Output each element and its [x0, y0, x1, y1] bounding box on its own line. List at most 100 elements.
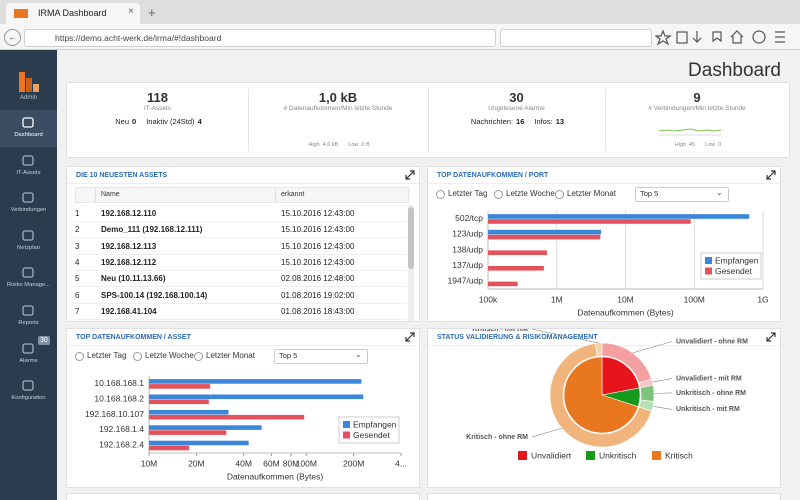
nav-item[interactable]: Risiko Manage...: [0, 260, 57, 297]
radio-button[interactable]: [133, 352, 142, 361]
expand-button[interactable]: [405, 170, 415, 180]
stat-value: 9: [693, 90, 701, 105]
nav-item[interactable]: Konfiguration: [0, 373, 57, 410]
bar: [488, 229, 601, 235]
category-label: 10.168.168.2: [94, 393, 144, 403]
category-label: 502/tcp: [455, 213, 483, 223]
stat-details: Nachrichten: 16 Infos: 13: [428, 117, 605, 126]
slice-label: Unvalidiert - ohne RM: [676, 338, 748, 345]
radio-button[interactable]: [555, 190, 564, 199]
detail-value: 0 B: [361, 142, 370, 148]
nav-label: Alarme: [19, 357, 38, 364]
logo: [19, 72, 25, 92]
back-button[interactable]: ←: [4, 29, 21, 46]
category-label: 138/udp: [452, 244, 483, 254]
slice-label: Kritisch - ohne RM: [466, 434, 528, 441]
tab-close[interactable]: ×: [128, 6, 134, 17]
legend-swatch: [586, 451, 595, 460]
radio-button[interactable]: [75, 352, 84, 361]
user-name[interactable]: Admin: [19, 95, 37, 101]
nav-item[interactable]: Verbindungen: [0, 185, 57, 222]
detail-value: 0: [718, 142, 722, 148]
expand-icon: [766, 332, 776, 342]
asset-name: Neu (10.11.13.66): [101, 274, 166, 284]
expand-button[interactable]: [766, 332, 776, 342]
nav-item[interactable]: IT-Assets: [0, 148, 57, 185]
stat-label: Ungelesene Alarme: [488, 105, 545, 112]
scrollbar-thumb[interactable]: [408, 207, 414, 269]
detail-value: 16: [516, 117, 525, 126]
new-tab[interactable]: +: [148, 5, 156, 20]
pie-slice: [601, 356, 640, 396]
expand-button[interactable]: [766, 170, 776, 180]
detail-value: 0: [132, 117, 137, 126]
detail-label: Low: [705, 142, 716, 148]
dropdown[interactable]: [274, 349, 368, 364]
leader-line: [652, 406, 673, 410]
detail-label: Nachrichten:: [470, 117, 514, 126]
category-label: 10.168.168.1: [94, 378, 144, 388]
row-divider: [75, 302, 407, 304]
divider: [428, 89, 429, 151]
panel: STATUS VALIDIERUNG & RISIKOMANAGEMENT Unv…: [427, 328, 781, 488]
search-field[interactable]: [500, 29, 652, 47]
asset-date: 15.10.2016 12:43:00: [281, 241, 355, 251]
x-tick-label: 4...: [395, 458, 407, 468]
radio-button[interactable]: [494, 190, 503, 199]
category-label: 192.168.1.4: [99, 424, 144, 434]
row-divider: [75, 253, 407, 255]
stats-panel: 118 IT-Assets Neu 0 Inaktiv (24Std) 4 1,0 kB # …: [66, 82, 790, 158]
asset-date: 02.08.2016 12:48:00: [281, 274, 355, 284]
nav-item[interactable]: Reports: [0, 298, 57, 335]
bar: [488, 219, 691, 224]
bar: [149, 445, 190, 451]
sidebar: Admin Dashboard IT-Assets Verbindungen Netz…: [0, 50, 57, 500]
icon-shape: [22, 117, 34, 128]
nav-label: Verbindungen: [10, 207, 47, 214]
url-field[interactable]: [24, 29, 496, 47]
legend-swatch: [343, 431, 350, 439]
detail-label: Neu: [115, 117, 130, 126]
title-divider: [428, 183, 780, 184]
detail-value: 4,6 kB: [322, 142, 339, 148]
dropdown-value: Top 5: [279, 351, 298, 360]
legend-label: Unkritisch: [599, 450, 637, 460]
x-tick-label: 60M: [263, 458, 280, 468]
nav-icon: [22, 380, 34, 391]
stat-label: # Datenaufkommen/Min letzte Stunde: [283, 105, 393, 112]
row-number: 3: [75, 241, 80, 251]
row-divider: [75, 237, 407, 239]
bar: [149, 414, 305, 420]
radio-button[interactable]: [194, 352, 203, 361]
expand-button[interactable]: [405, 332, 415, 342]
nav-item[interactable]: Alarme 30: [0, 335, 57, 373]
tab-title: IRMA Dashboard: [38, 8, 107, 18]
radio-label: Letzter Monat: [206, 351, 255, 360]
tab[interactable]: [6, 3, 140, 24]
category-label: 1947/udp: [448, 275, 484, 285]
panel: DIE 10 NEUESTEN ASSETS Name erkannt 1 192.16…: [66, 166, 420, 322]
icon-shape: [22, 305, 34, 316]
bar: [488, 281, 518, 287]
x-tick-label: 1M: [551, 294, 563, 304]
row-divider: [75, 286, 407, 288]
bar: [149, 394, 364, 400]
detail-label: Low: [348, 142, 359, 148]
row-divider: [75, 269, 407, 271]
nav-label: Netzplan: [17, 244, 40, 251]
title-divider: [67, 345, 419, 346]
nav-item[interactable]: Dashboard: [0, 110, 57, 147]
asset-name: 192.168.12.113: [101, 241, 157, 251]
dropdown-caret: ⌄: [716, 188, 723, 197]
dropdown[interactable]: [635, 187, 729, 202]
asset-date: 15.10.2016 12:43:00: [281, 225, 355, 235]
page-title: Dashboard: [688, 60, 781, 81]
nav-icon: [22, 154, 34, 166]
pie-chart: Unvalidiert - ohne RM Unvalidiert - mit R…: [466, 329, 748, 460]
radio-button[interactable]: [436, 190, 445, 199]
bar: [488, 266, 544, 271]
next-panel: [66, 493, 420, 500]
tab-icon: [14, 9, 28, 18]
row-number: 5: [75, 274, 80, 284]
nav-item[interactable]: Netzplan: [0, 223, 57, 260]
